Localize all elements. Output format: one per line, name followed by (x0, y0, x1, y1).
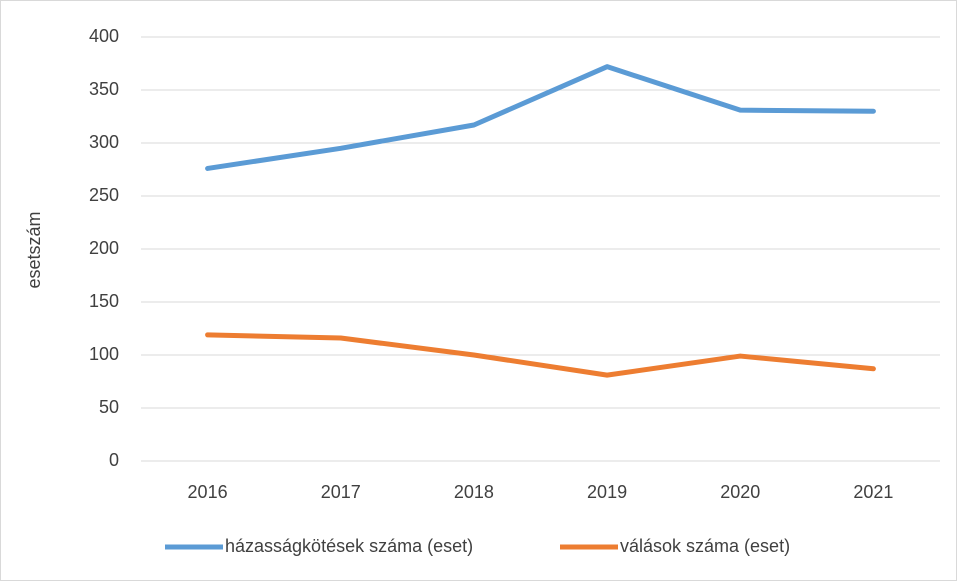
x-tick-label: 2017 (321, 482, 361, 502)
y-tick-label: 200 (89, 238, 119, 258)
legend-label: házasságkötések száma (eset) (225, 536, 473, 556)
y-tick-label: 300 (89, 132, 119, 152)
series-line (205, 64, 876, 171)
x-tick-label: 2016 (188, 482, 228, 502)
x-tick-label: 2021 (853, 482, 893, 502)
x-tick-label: 2019 (587, 482, 627, 502)
x-tick-label: 2018 (454, 482, 494, 502)
y-tick-label: 250 (89, 185, 119, 205)
y-tick-label: 150 (89, 291, 119, 311)
y-tick-label: 0 (109, 450, 119, 470)
series-line (205, 332, 876, 378)
y-axis-label: esetszám (24, 211, 44, 288)
legend-label: válások száma (eset) (620, 536, 790, 556)
y-tick-label: 50 (99, 397, 119, 417)
y-tick-label: 350 (89, 79, 119, 99)
x-tick-label: 2020 (720, 482, 760, 502)
y-tick-label: 100 (89, 344, 119, 364)
y-tick-label: 400 (89, 26, 119, 46)
